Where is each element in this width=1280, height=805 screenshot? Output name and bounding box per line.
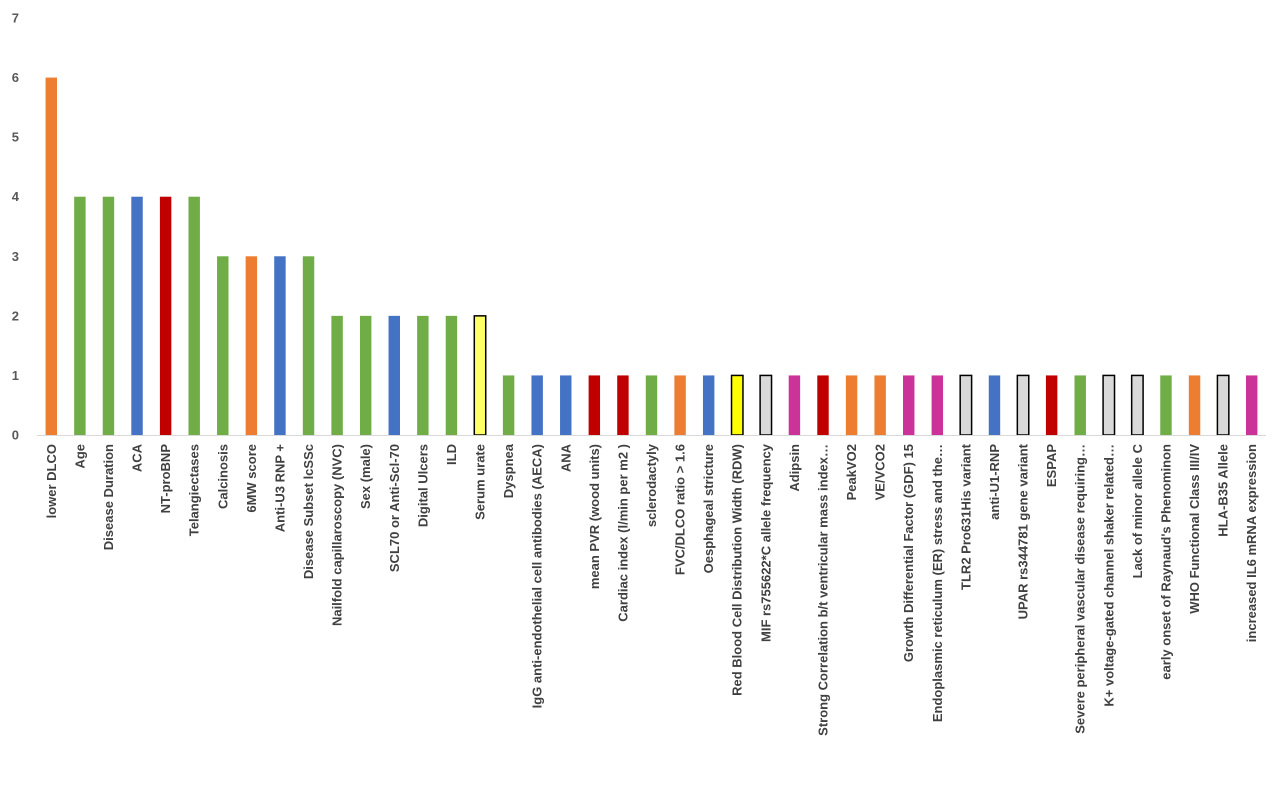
x-category-label: early onset of Raynaud's Phenominon [1158,444,1173,680]
bar [674,375,686,435]
bar [388,315,400,435]
x-category-label: Serum urate [473,444,488,520]
x-category-label: increased IL6 mRNA expression [1244,444,1259,642]
x-category-label: SCL70 or Anti-Scl-70 [387,444,402,572]
x-category-label: Cardiac index (l/min per m2 ) [615,444,630,622]
y-axis: 0 1 2 3 4 5 6 7 [12,11,20,443]
x-category-label: TLR2 Pro631His variant [958,443,973,590]
bar [988,375,1001,435]
bar [1016,374,1030,436]
x-category-label: mean PVR (wood units) [587,444,602,589]
bar [102,196,115,435]
x-category-label: ANA [558,443,573,472]
bar [274,256,286,435]
x-category-label: NT-proBNP [158,444,173,514]
x-axis-labels: lower DLCO Age Disease Duration ACA NT-proBN… [44,443,1259,736]
x-category-label: Red Blood Cell Distribution Width (RDW) [730,444,745,696]
bar [502,375,515,435]
x-category-label: PeakVO2 [844,444,859,500]
x-category-label: ACA [130,443,145,472]
bar [159,196,172,435]
x-category-label: Endoplasmic reticulum (ER) stress and th… [930,444,945,722]
bar [74,196,86,435]
x-category-label: VE/VCO2 [873,444,888,500]
x-category-label: UPAR rs344781 gene variant [1016,443,1031,619]
bar [188,196,200,435]
bar [1130,374,1144,436]
x-category-label: lower DLCO [44,444,59,518]
bar [473,315,487,436]
bar [788,375,801,435]
bar [417,315,429,435]
x-category-label: anti-U1-RNP [987,444,1002,520]
bar [445,315,458,435]
bar [302,256,315,435]
x-category-label: Disease Subset lcSSc [301,444,316,579]
x-category-label: Telangiectases [187,444,202,536]
x-category-label: ILD [444,444,459,465]
bar [588,375,601,435]
x-category-label: Lack of minor allele C [1130,443,1145,578]
bar [759,374,773,436]
x-category-label: Digital Ulcers [415,444,430,527]
bar [359,315,372,435]
bar [730,374,744,436]
y-tick-label: 5 [12,130,19,145]
bar [1045,375,1058,435]
bar [1245,375,1258,435]
bar [1160,375,1172,435]
x-category-label: Calcinosis [215,444,230,509]
bar [959,374,973,436]
x-category-label: K+ voltage-gated channel shaker related… [1101,444,1116,707]
bar [131,196,143,435]
bar [217,256,229,435]
x-category-label: sclerodactyly [644,443,659,527]
y-tick-label: 3 [12,249,19,264]
bar [817,375,829,435]
y-tick-label: 4 [12,189,20,204]
x-category-label: ESPAP [1044,444,1059,487]
x-category-label: Disease Duration [101,444,116,550]
x-category-label: Growth Differential Factor (GDF) 15 [901,444,916,662]
x-category-label: Oesphageal stricture [701,444,716,573]
x-category-label: 6MW score [244,444,259,513]
bar [1188,375,1201,435]
y-tick-label: 0 [12,428,19,443]
x-category-label: HLA-B35 Allele [1216,444,1231,537]
bar [874,375,886,435]
x-category-label: Age [72,444,87,469]
bar [560,375,572,435]
bar [617,375,629,435]
x-category-label: Dyspnea [501,443,516,498]
x-category-label: Anti-U3 RNP + [272,444,287,533]
bar [931,375,944,435]
bars [45,77,1258,436]
bar [331,315,343,435]
bar [45,77,58,436]
bar [903,375,915,435]
x-category-label: Nailfold capillaroscopy (NVC) [330,444,345,626]
y-tick-label: 7 [12,11,19,26]
bar [702,375,715,435]
bar [1102,374,1116,436]
x-category-label: WHO Functional Class III/IV [1187,444,1202,614]
bar [645,375,658,435]
x-category-label: Adipsin [787,444,802,492]
x-category-label: MIF rs755622*C allele frequency [758,443,773,642]
x-category-label: IgG anti-endothelial cell antibodies (AE… [530,444,545,708]
x-category-label: Sex (male) [358,444,373,509]
bar [531,375,543,435]
bar [1216,374,1230,436]
bar [1074,375,1086,435]
y-tick-label: 1 [12,368,19,383]
bar [245,256,258,435]
x-category-label: Severe peripheral vascular disease requi… [1073,444,1088,734]
bar [845,375,858,435]
x-category-label: FVC/DLCO ratio > 1.6 [673,444,688,575]
y-tick-label: 2 [12,308,19,323]
x-category-label: Strong Correlation b/t ventricular mass … [815,444,830,736]
y-tick-label: 6 [12,70,19,85]
